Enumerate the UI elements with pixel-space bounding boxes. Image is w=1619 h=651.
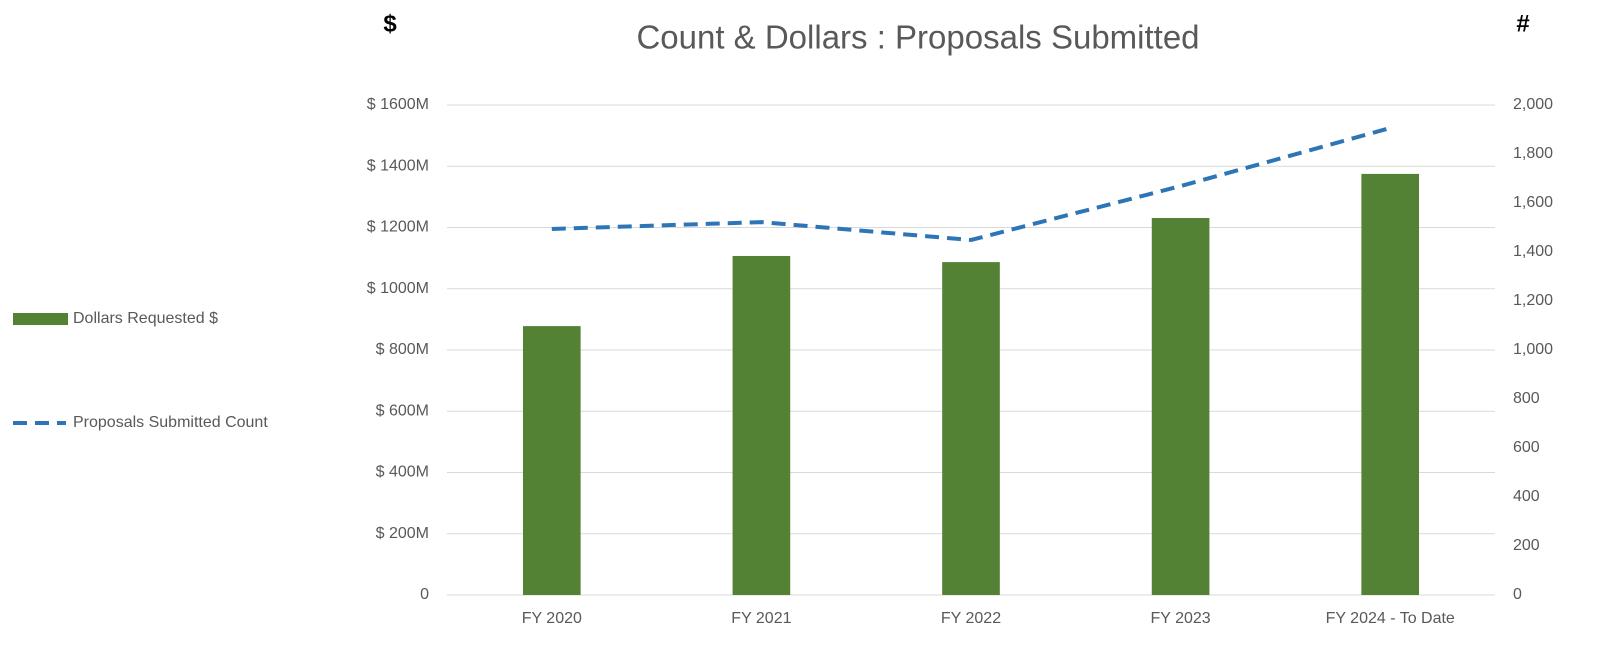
x-tick-label: FY 2020 xyxy=(522,610,582,627)
y2-tick-label: 600 xyxy=(1513,439,1540,456)
y2-tick-label: 0 xyxy=(1513,586,1522,603)
y-tick-label: $ 1600M xyxy=(367,96,429,113)
y2-tick-label: 800 xyxy=(1513,390,1540,407)
chart-title: Count & Dollars : Proposals Submitted xyxy=(636,19,1199,56)
bar xyxy=(1361,173,1420,595)
y2-tick-label: 1,600 xyxy=(1513,194,1553,211)
line xyxy=(551,126,1391,243)
x-tick-label: FY 2022 xyxy=(941,610,1001,627)
y-tick-label: $ 400M xyxy=(376,464,429,481)
y-tick-label: $ 800M xyxy=(376,341,429,358)
y2-tick-label: 1,800 xyxy=(1513,145,1553,162)
y-tick-label: $ 200M xyxy=(376,525,429,542)
y2-tick-label: 1,200 xyxy=(1513,292,1553,309)
y2-tick-label: 1,400 xyxy=(1513,243,1553,260)
y2-tick-label: 400 xyxy=(1513,488,1540,505)
bar xyxy=(732,255,791,595)
legend-label: Dollars Requested $ xyxy=(73,310,218,327)
bar xyxy=(522,326,581,595)
y2-axis-title: # xyxy=(1516,10,1529,37)
x-tick-label: FY 2021 xyxy=(731,610,791,627)
y-tick-label: $ 1200M xyxy=(367,219,429,236)
legend-swatch xyxy=(13,313,68,325)
y-tick-label: 0 xyxy=(420,586,429,603)
y-axis-title: $ xyxy=(383,10,397,37)
y2-tick-label: 2,000 xyxy=(1513,96,1553,113)
legend-label: Proposals Submitted Count xyxy=(73,414,268,431)
y2-tick-label: 1,000 xyxy=(1513,341,1553,358)
bar xyxy=(942,262,1000,595)
y-tick-label: $ 600M xyxy=(376,402,429,419)
y-tick-label: $ 1000M xyxy=(367,280,429,297)
y2-tick-label: 200 xyxy=(1513,537,1540,554)
bar xyxy=(1151,218,1210,595)
y-tick-label: $ 1400M xyxy=(367,157,429,174)
x-tick-label: FY 2023 xyxy=(1150,610,1210,627)
x-tick-label: FY 2024 - To Date xyxy=(1326,610,1455,627)
